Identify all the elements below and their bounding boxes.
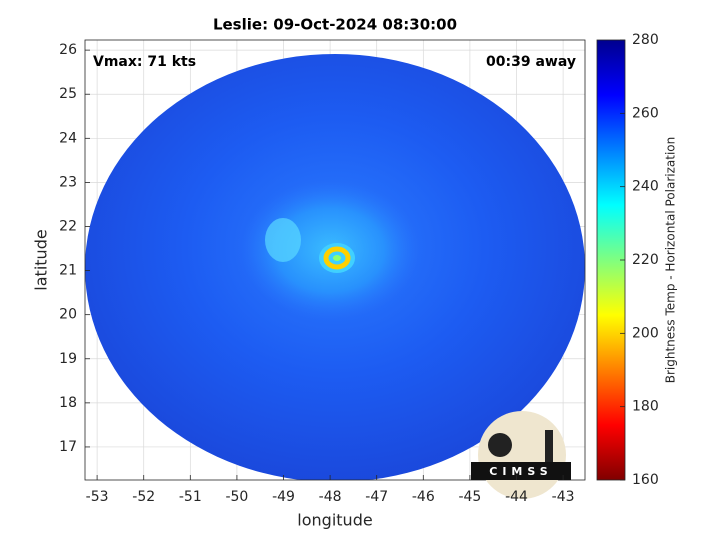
y-tick-label: 21 (59, 263, 77, 279)
annotation: 00:39 away (486, 54, 576, 70)
x-tick-label: -51 (179, 489, 202, 505)
logo: CIMSS (471, 411, 571, 499)
y-tick-label: 24 (59, 130, 77, 146)
x-tick-label: -50 (225, 489, 248, 505)
colorbar-tick-label: 180 (632, 399, 659, 415)
x-tick-label: -49 (272, 489, 295, 505)
colorbar-tick-label: 160 (632, 472, 659, 488)
x-tick-label: -53 (86, 489, 109, 505)
annotation: Vmax: 71 kts (93, 54, 196, 70)
colorbar-label: Brightness Temp - Horizontal Polarizatio… (664, 137, 678, 384)
x-tick-label: -45 (458, 489, 481, 505)
y-tick-label: 22 (59, 218, 77, 234)
x-tick-label: -48 (319, 489, 342, 505)
logo-bar (471, 462, 571, 480)
colorbar-tick-label: 280 (632, 32, 659, 48)
logo-text: CIMSS (489, 465, 552, 478)
eye (333, 255, 341, 261)
plot-frame (84, 39, 586, 481)
x-tick-label: -52 (132, 489, 155, 505)
x-axis-label: longitude (297, 511, 372, 530)
y-tick-label: 23 (59, 174, 77, 190)
y-tick-label: 20 (59, 307, 77, 323)
y-tick-label: 18 (59, 395, 77, 411)
y-tick-label: 19 (59, 351, 77, 367)
x-tick-label: -44 (505, 489, 528, 505)
x-tick-label: -47 (365, 489, 388, 505)
chart-title: Leslie: 09-Oct-2024 08:30:00 (213, 16, 457, 34)
colorbar-tick-label: 220 (632, 252, 659, 268)
y-tick-label: 25 (59, 86, 77, 102)
logo-dish (488, 433, 512, 457)
logo-tower (545, 430, 553, 462)
y-tick-label: 26 (59, 42, 77, 58)
y-axis-label: latitude (32, 229, 51, 290)
eyewall (323, 246, 351, 270)
y-tick-label: 17 (59, 439, 77, 455)
rainband (265, 218, 301, 262)
x-tick-label: -46 (412, 489, 435, 505)
colorbar-tick-label: 200 (632, 325, 659, 341)
imagery (85, 54, 585, 480)
x-tick-label: -43 (552, 489, 575, 505)
colorbar-tick-label: 240 (632, 179, 659, 195)
colorbar-tick-label: 260 (632, 105, 659, 121)
